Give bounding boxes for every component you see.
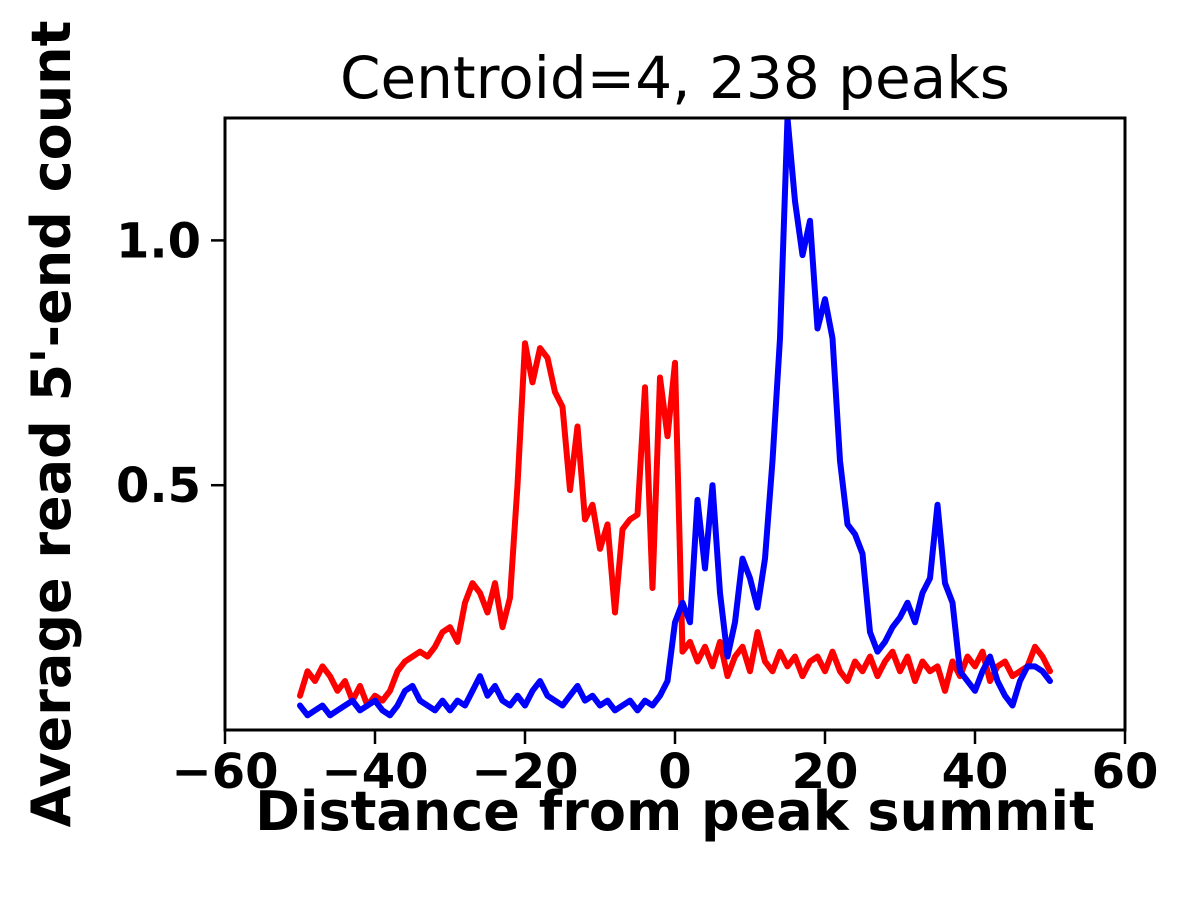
x-axis-label: Distance from peak summit	[255, 780, 1095, 843]
y-tick-label: 1.0	[116, 213, 201, 269]
x-tick-label: 0	[658, 744, 691, 800]
x-tick-label: 40	[942, 744, 1009, 800]
plot-series	[297, 118, 1053, 719]
axis-ticks: −60 −40 −20 0 20 40 60 0.5 1.0	[116, 213, 1158, 800]
y-tick-label: 0.5	[116, 458, 201, 514]
x-tick-label: −40	[321, 744, 428, 800]
x-tick-label: −20	[471, 744, 578, 800]
x-tick-label: −60	[171, 744, 278, 800]
x-tick-label: 20	[792, 744, 859, 800]
series-red-line	[297, 340, 1053, 709]
chart-title: Centroid=4, 238 peaks	[340, 44, 1010, 112]
plot-frame	[223, 116, 1127, 732]
series-blue-line	[297, 118, 1053, 719]
x-tick-label: 60	[1092, 744, 1159, 800]
y-axis-label: Average read 5'-end count	[20, 21, 83, 828]
